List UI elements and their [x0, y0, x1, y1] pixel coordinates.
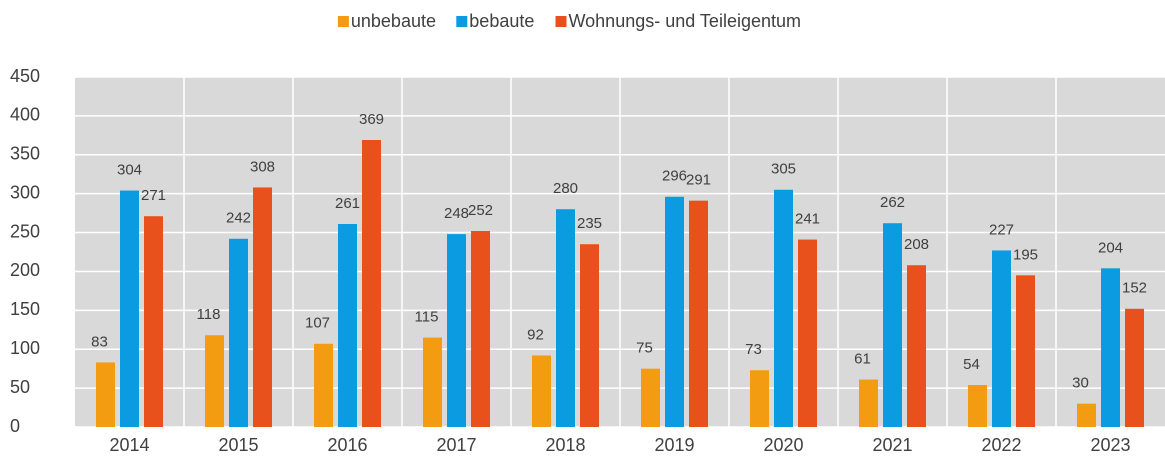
- data-label: 248: [444, 205, 469, 222]
- y-tick-label: 450: [10, 66, 40, 86]
- legend-swatch: [555, 16, 567, 27]
- y-tick-label: 200: [10, 260, 40, 280]
- data-label: 262: [880, 194, 905, 211]
- x-tick-label: 2021: [872, 435, 912, 455]
- bar: [968, 385, 987, 427]
- bar: [907, 265, 926, 427]
- bar: [665, 196, 684, 427]
- y-tick-label: 50: [10, 377, 30, 397]
- y-tick-label: 150: [10, 299, 40, 319]
- data-label: 30: [1072, 375, 1089, 392]
- bar: [144, 216, 163, 427]
- legend-swatch: [337, 16, 349, 27]
- data-label: 235: [577, 215, 602, 232]
- legend-label: bebaute: [469, 11, 534, 31]
- y-tick-label: 250: [10, 221, 40, 241]
- data-label: 280: [553, 180, 578, 197]
- bar: [314, 343, 333, 427]
- data-label: 308: [250, 158, 275, 175]
- legend-label: Wohnungs- und Teileigentum: [569, 11, 802, 31]
- bar: [798, 239, 817, 427]
- data-label: 73: [745, 341, 762, 358]
- x-tick-label: 2023: [1090, 435, 1130, 455]
- data-label: 271: [141, 187, 166, 204]
- x-tick-label: 2017: [436, 435, 476, 455]
- data-label: 261: [335, 195, 360, 212]
- data-label: 75: [636, 340, 653, 357]
- data-label: 195: [1013, 246, 1038, 263]
- data-label: 107: [305, 315, 330, 332]
- x-tick-label: 2016: [327, 435, 367, 455]
- x-tick-label: 2015: [218, 435, 258, 455]
- bar: [205, 335, 224, 427]
- x-tick-label: 2019: [654, 435, 694, 455]
- bar: [447, 234, 466, 427]
- x-tick-label: 2014: [109, 435, 149, 455]
- data-label: 241: [795, 211, 820, 228]
- y-tick-label: 350: [10, 144, 40, 164]
- bar: [580, 244, 599, 427]
- x-tick-label: 2018: [545, 435, 585, 455]
- y-tick-label: 400: [10, 105, 40, 125]
- data-label: 304: [117, 162, 142, 179]
- bar: [556, 209, 575, 427]
- data-label: 227: [989, 221, 1014, 238]
- data-label: 208: [904, 236, 929, 253]
- legend-swatch: [456, 16, 468, 27]
- bar: [338, 224, 357, 427]
- data-label: 92: [527, 326, 544, 343]
- data-label: 83: [91, 333, 108, 350]
- y-tick-label: 0: [10, 416, 20, 436]
- y-tick-label: 300: [10, 182, 40, 202]
- data-label: 252: [468, 202, 493, 219]
- data-label: 369: [359, 111, 384, 128]
- bar: [689, 200, 708, 427]
- bar: [362, 140, 381, 427]
- bar: [774, 189, 793, 427]
- x-tick-label: 2020: [763, 435, 803, 455]
- bar: [1101, 268, 1120, 427]
- bar: [1125, 308, 1144, 427]
- bar: [96, 362, 115, 427]
- data-label: 152: [1122, 280, 1147, 297]
- data-label: 204: [1098, 239, 1123, 256]
- bar: [1016, 275, 1035, 427]
- data-label: 54: [963, 356, 980, 373]
- data-label: 61: [854, 351, 871, 368]
- bar: [253, 187, 272, 427]
- x-tick-label: 2022: [981, 435, 1021, 455]
- legend-label: unbebaute: [351, 11, 436, 31]
- bar: [859, 379, 878, 427]
- data-label: 118: [197, 306, 221, 323]
- bar: [120, 190, 139, 427]
- bar: [471, 231, 490, 427]
- y-tick-label: 100: [10, 338, 40, 358]
- data-label: 115: [415, 309, 439, 326]
- data-label: 291: [686, 172, 711, 189]
- bar: [641, 368, 660, 427]
- data-label: 242: [226, 210, 251, 227]
- bar: [1077, 403, 1096, 427]
- bar: [229, 238, 248, 427]
- bar: [750, 370, 769, 427]
- bar: [423, 337, 442, 427]
- data-label: 305: [771, 161, 796, 178]
- data-label: 296: [662, 168, 687, 185]
- bar: [883, 223, 902, 427]
- bar: [992, 250, 1011, 427]
- bar: [532, 355, 551, 427]
